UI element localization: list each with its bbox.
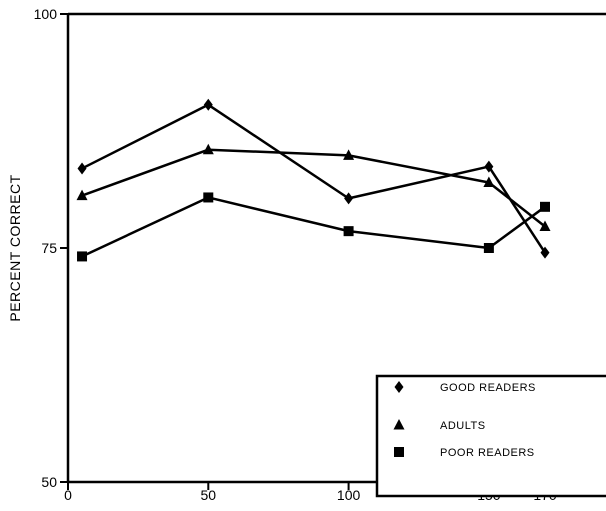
x-tick-label: 0 [64, 487, 72, 503]
data-point [77, 251, 88, 262]
y-tick-label: 50 [41, 474, 57, 490]
legend-label: GOOD READERS [440, 382, 536, 394]
data-point [202, 143, 214, 155]
series-line [81, 148, 546, 228]
legend-marker [394, 381, 404, 393]
data-point [483, 176, 495, 187]
data-point [540, 246, 550, 259]
data-point [344, 192, 354, 205]
y-tick-label: 75 [41, 240, 57, 256]
data-point [203, 98, 213, 111]
legend: GOOD READERS ADULTS POOR READERS [375, 374, 606, 498]
series-group [76, 98, 551, 262]
legend-marker [394, 447, 404, 457]
data-point [483, 243, 494, 253]
x-tick-label: 100 [337, 487, 361, 503]
data-point [540, 201, 550, 212]
series-diamond [77, 98, 550, 259]
data-point [539, 220, 551, 231]
x-tick-label: 50 [201, 487, 217, 503]
legend-label: POOR READERS [440, 447, 535, 459]
series-line [81, 196, 546, 258]
series-square [77, 192, 550, 262]
data-point [343, 149, 355, 160]
data-point [484, 160, 494, 173]
legend-box [375, 374, 606, 498]
data-point [343, 226, 354, 237]
data-point [203, 192, 214, 203]
data-point [77, 162, 87, 175]
series-triangle [76, 143, 551, 231]
legend-marker [393, 419, 405, 430]
legend-label: ADULTS [440, 420, 486, 432]
y-tick-label: 100 [34, 6, 58, 22]
y-axis-title: PERCENT CORRECT [7, 174, 23, 321]
data-point [76, 189, 88, 201]
